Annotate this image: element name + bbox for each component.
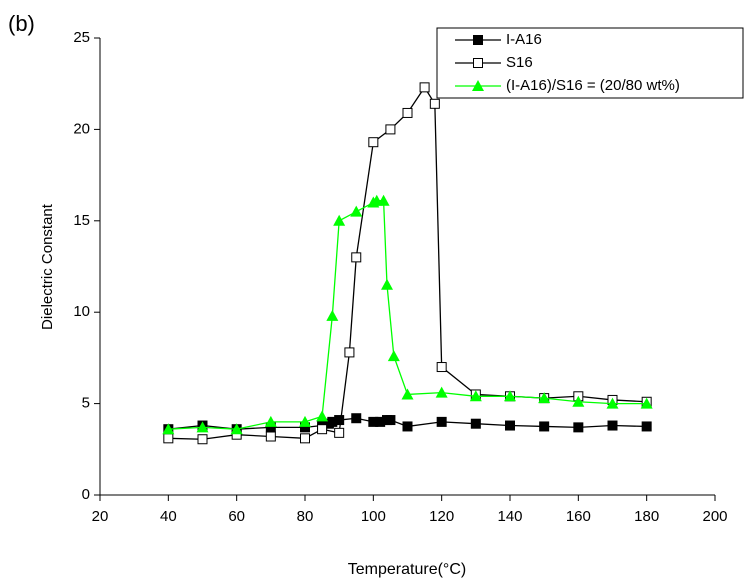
marker <box>387 350 400 362</box>
marker <box>385 415 396 426</box>
marker <box>350 205 363 217</box>
series-line <box>168 86 647 440</box>
marker <box>504 390 516 402</box>
marker <box>429 98 440 109</box>
legend-label: (I-A16)/S16 = (20/80 wt%) <box>506 77 680 94</box>
x-tick-label: 120 <box>429 508 454 525</box>
marker <box>538 392 551 404</box>
marker <box>196 421 209 433</box>
legend-label: I-A16 <box>506 31 542 48</box>
legend-marker <box>473 35 483 45</box>
marker <box>505 420 515 431</box>
y-tick-label: 20 <box>73 120 90 137</box>
marker <box>344 347 355 358</box>
y-tick-label: 25 <box>73 29 90 46</box>
y-tick-label: 10 <box>73 303 90 320</box>
legend-marker <box>472 80 484 91</box>
panel-label: (b) <box>8 11 35 36</box>
legend-label: S16 <box>506 54 533 71</box>
x-tick-label: 40 <box>160 508 177 525</box>
marker <box>230 423 243 435</box>
x-tick-label: 80 <box>297 508 314 525</box>
marker <box>419 82 430 93</box>
marker <box>326 309 339 321</box>
y-tick-label: 15 <box>73 212 90 229</box>
marker <box>197 434 208 445</box>
marker <box>264 415 277 427</box>
x-tick-label: 100 <box>361 508 386 525</box>
marker <box>351 252 362 263</box>
x-tick-label: 160 <box>566 508 591 525</box>
marker <box>265 431 276 442</box>
marker <box>162 423 175 435</box>
marker <box>317 424 328 435</box>
marker <box>470 418 481 429</box>
marker <box>368 137 379 148</box>
marker <box>435 386 448 398</box>
marker <box>351 413 362 424</box>
y-tick-label: 5 <box>82 395 90 412</box>
marker <box>381 278 393 290</box>
marker <box>436 416 447 427</box>
marker <box>300 433 310 444</box>
marker <box>436 362 447 373</box>
marker <box>640 397 653 409</box>
y-tick-label: 0 <box>82 486 90 503</box>
marker <box>385 124 396 135</box>
x-tick-label: 140 <box>497 508 522 525</box>
x-tick-label: 60 <box>228 508 245 525</box>
x-tick-label: 200 <box>702 508 727 525</box>
marker <box>377 194 390 206</box>
marker <box>573 422 584 433</box>
x-tick-label: 180 <box>634 508 659 525</box>
legend-marker <box>473 58 483 68</box>
marker <box>334 427 345 438</box>
marker <box>607 420 618 431</box>
marker <box>402 421 413 432</box>
marker <box>333 214 346 226</box>
marker <box>469 390 482 402</box>
x-tick-label: 20 <box>92 508 109 525</box>
y-axis-label: Dielectric Constant <box>39 203 56 330</box>
marker <box>402 107 413 118</box>
marker <box>539 421 550 432</box>
marker <box>299 415 311 427</box>
marker <box>163 433 174 444</box>
series-line <box>168 200 647 430</box>
marker <box>334 415 345 426</box>
marker <box>641 421 652 432</box>
marker <box>401 388 414 400</box>
x-axis-label: Temperature(°C) <box>348 561 466 578</box>
marker <box>572 395 585 407</box>
marker <box>316 410 329 422</box>
marker <box>606 397 619 409</box>
